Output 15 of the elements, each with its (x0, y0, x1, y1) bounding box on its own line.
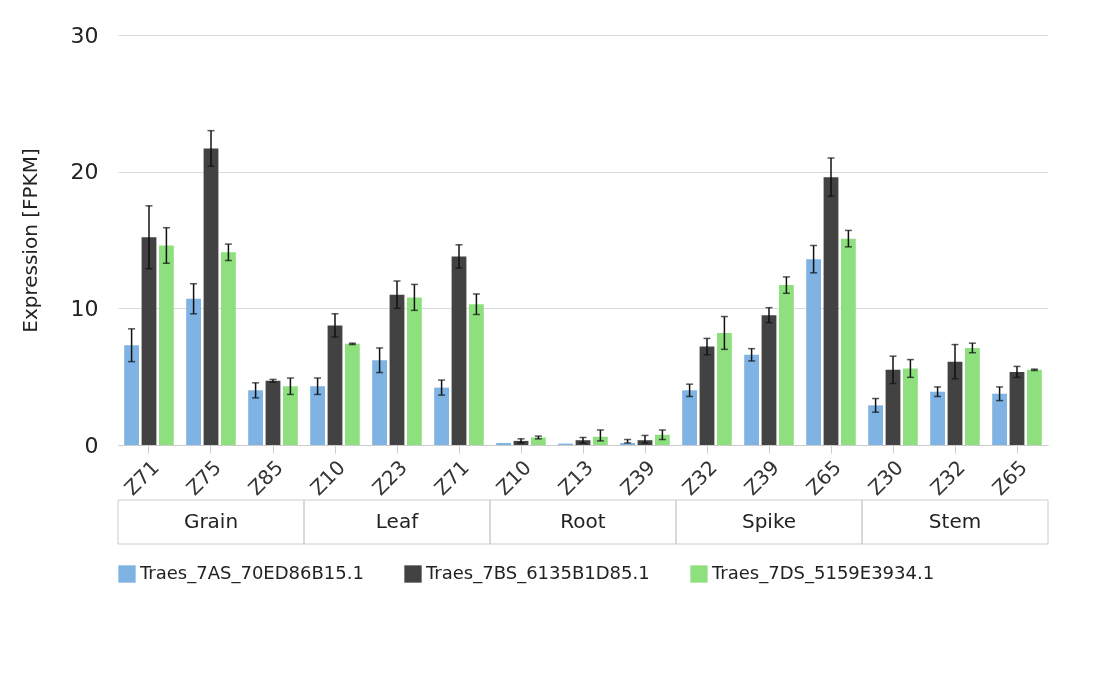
legend-label: Traes_7DS_5159E3934.1 (711, 562, 935, 584)
x-tick-label: Z71 (119, 455, 164, 501)
y-tick-label: 30 (70, 22, 99, 48)
text: Root (560, 509, 606, 533)
text: Stem (928, 509, 982, 533)
y-tick-label: 20 (70, 159, 99, 185)
y-tick-label: 10 (70, 295, 99, 321)
y-axis-title: Expression [FPKM] (17, 148, 42, 333)
text: Grain (183, 509, 239, 533)
legend-label: Traes_7AS_70ED86B15.1 (139, 562, 364, 584)
text: Leaf (375, 509, 420, 533)
x-tick-label: Z71 (429, 455, 474, 501)
y-tick-label: 0 (84, 432, 99, 458)
legend-label: Traes_7BS_6135B1D85.1 (425, 562, 650, 584)
text: Spike (741, 509, 797, 533)
